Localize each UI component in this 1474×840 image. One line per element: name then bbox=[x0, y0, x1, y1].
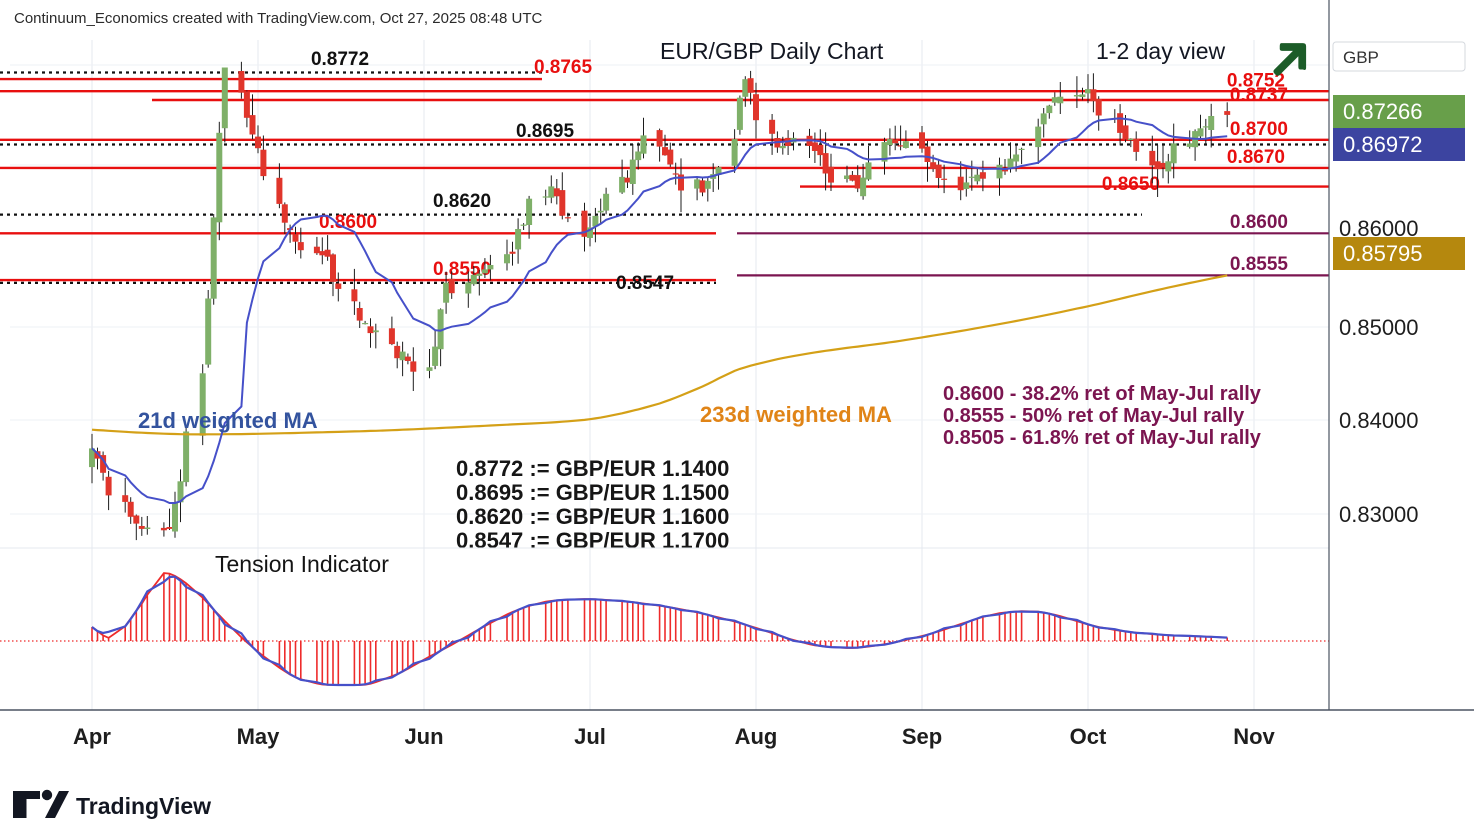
svg-text:233d weighted MA: 233d weighted MA bbox=[700, 402, 892, 427]
svg-text:0.8772: 0.8772 bbox=[311, 49, 369, 70]
svg-text:0.8772 := GBP/EUR 1.1400: 0.8772 := GBP/EUR 1.1400 bbox=[456, 456, 729, 481]
svg-text:0.8555: 0.8555 bbox=[1230, 254, 1289, 275]
svg-text:1-2 day view: 1-2 day view bbox=[1096, 38, 1226, 64]
svg-text:0.84000: 0.84000 bbox=[1339, 408, 1419, 433]
svg-text:Nov: Nov bbox=[1233, 724, 1275, 749]
svg-text:GBP: GBP bbox=[1343, 48, 1379, 67]
svg-text:Jul: Jul bbox=[574, 724, 606, 749]
svg-text:0.8620: 0.8620 bbox=[433, 191, 491, 212]
svg-text:0.85000: 0.85000 bbox=[1339, 315, 1419, 340]
svg-text:0.8737: 0.8737 bbox=[1230, 85, 1288, 106]
svg-text:0.8555 - 50% ret of May-Jul ra: 0.8555 - 50% ret of May-Jul rally bbox=[943, 405, 1245, 427]
svg-text:0.8765: 0.8765 bbox=[534, 57, 593, 78]
svg-text:0.8600 - 38.2% ret of May-Jul: 0.8600 - 38.2% ret of May-Jul rally bbox=[943, 383, 1262, 405]
svg-text:0.8695 := GBP/EUR 1.1500: 0.8695 := GBP/EUR 1.1500 bbox=[456, 480, 729, 505]
svg-text:0.8547 := GBP/EUR 1.1700: 0.8547 := GBP/EUR 1.1700 bbox=[456, 528, 729, 553]
svg-text:0.8620 := GBP/EUR 1.1600: 0.8620 := GBP/EUR 1.1600 bbox=[456, 504, 729, 529]
svg-text:0.87266: 0.87266 bbox=[1343, 99, 1423, 124]
svg-text:0.85795: 0.85795 bbox=[1343, 241, 1423, 266]
svg-text:21d weighted MA: 21d weighted MA bbox=[138, 408, 318, 433]
svg-text:Aug: Aug bbox=[735, 724, 778, 749]
svg-text:0.8600: 0.8600 bbox=[1230, 212, 1288, 233]
svg-text:EUR/GBP Daily Chart: EUR/GBP Daily Chart bbox=[660, 38, 884, 64]
svg-text:0.8695: 0.8695 bbox=[516, 121, 575, 142]
svg-text:Apr: Apr bbox=[73, 724, 111, 749]
svg-text:0.86972: 0.86972 bbox=[1343, 132, 1423, 157]
svg-text:TradingView: TradingView bbox=[76, 793, 211, 819]
svg-text:0.8700: 0.8700 bbox=[1230, 119, 1288, 140]
svg-text:0.83000: 0.83000 bbox=[1339, 502, 1419, 527]
svg-text:Sep: Sep bbox=[902, 724, 942, 749]
svg-text:Tension Indicator: Tension Indicator bbox=[215, 551, 389, 577]
svg-text:0.8505 - 61.8% ret of May-Jul: 0.8505 - 61.8% ret of May-Jul rally bbox=[943, 427, 1262, 449]
svg-text:0.8650: 0.8650 bbox=[1102, 174, 1160, 195]
svg-text:0.8670: 0.8670 bbox=[1227, 147, 1285, 168]
svg-text:0.8547: 0.8547 bbox=[616, 273, 674, 294]
svg-text:Oct: Oct bbox=[1070, 724, 1107, 749]
svg-text:May: May bbox=[237, 724, 281, 749]
svg-text:Jun: Jun bbox=[404, 724, 443, 749]
